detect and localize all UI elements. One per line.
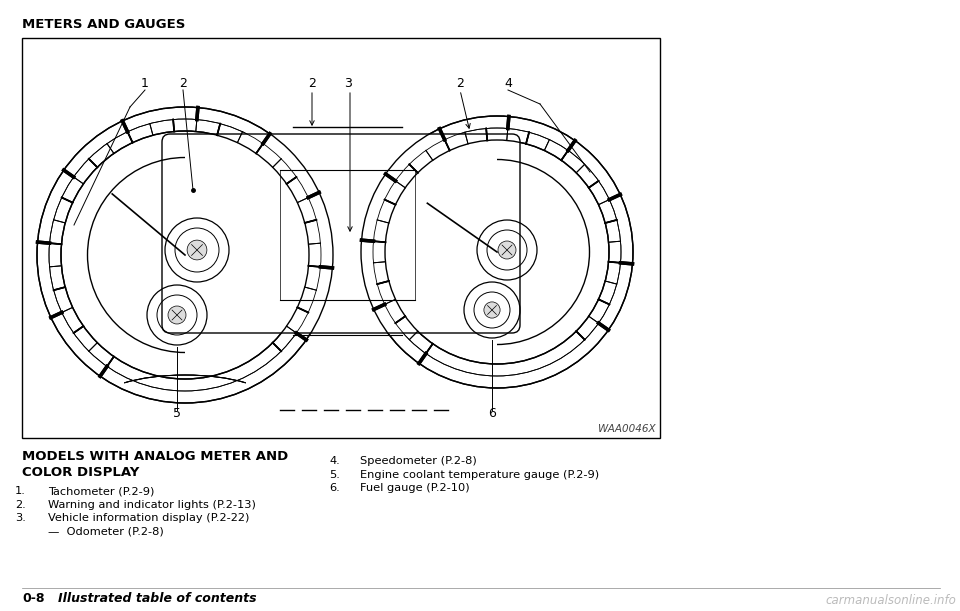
Text: Speedometer (P.2-8): Speedometer (P.2-8) (360, 456, 477, 466)
Text: Tachometer (P.2-9): Tachometer (P.2-9) (48, 486, 155, 496)
Text: 1: 1 (141, 77, 149, 90)
Text: Warning and indicator lights (P.2-13): Warning and indicator lights (P.2-13) (48, 500, 256, 510)
Text: 3: 3 (344, 77, 352, 90)
Text: 1.: 1. (15, 486, 26, 496)
Circle shape (498, 241, 516, 259)
Text: Fuel gauge (P.2-10): Fuel gauge (P.2-10) (360, 483, 469, 493)
Text: 5.: 5. (329, 469, 340, 480)
Text: COLOR DISPLAY: COLOR DISPLAY (22, 466, 139, 479)
Text: 5: 5 (173, 407, 181, 420)
Text: 4: 4 (504, 77, 512, 90)
Text: carmanualsonline.info: carmanualsonline.info (826, 594, 956, 607)
Text: WAA0046X: WAA0046X (598, 424, 656, 434)
Text: MODELS WITH ANALOG METER AND: MODELS WITH ANALOG METER AND (22, 450, 288, 463)
Text: METERS AND GAUGES: METERS AND GAUGES (22, 18, 185, 31)
Text: Illustrated table of contents: Illustrated table of contents (58, 592, 256, 605)
Text: 4.: 4. (329, 456, 340, 466)
FancyBboxPatch shape (162, 134, 520, 333)
Text: 2: 2 (308, 77, 316, 90)
Bar (22, 38, 660, 438)
Text: 6: 6 (488, 407, 496, 420)
Text: 6.: 6. (329, 483, 340, 493)
Text: 3.: 3. (15, 513, 26, 523)
Text: Engine coolant temperature gauge (P.2-9): Engine coolant temperature gauge (P.2-9) (360, 469, 599, 480)
Circle shape (484, 302, 500, 318)
Text: —  Odometer (P.2-8): — Odometer (P.2-8) (48, 527, 164, 536)
Text: 2.: 2. (15, 500, 26, 510)
Text: 0-8: 0-8 (22, 592, 44, 605)
Circle shape (187, 240, 207, 260)
Text: 2: 2 (456, 77, 464, 90)
Circle shape (168, 306, 186, 324)
Text: 2: 2 (180, 77, 187, 90)
Text: Vehicle information display (P.2-22): Vehicle information display (P.2-22) (48, 513, 250, 523)
